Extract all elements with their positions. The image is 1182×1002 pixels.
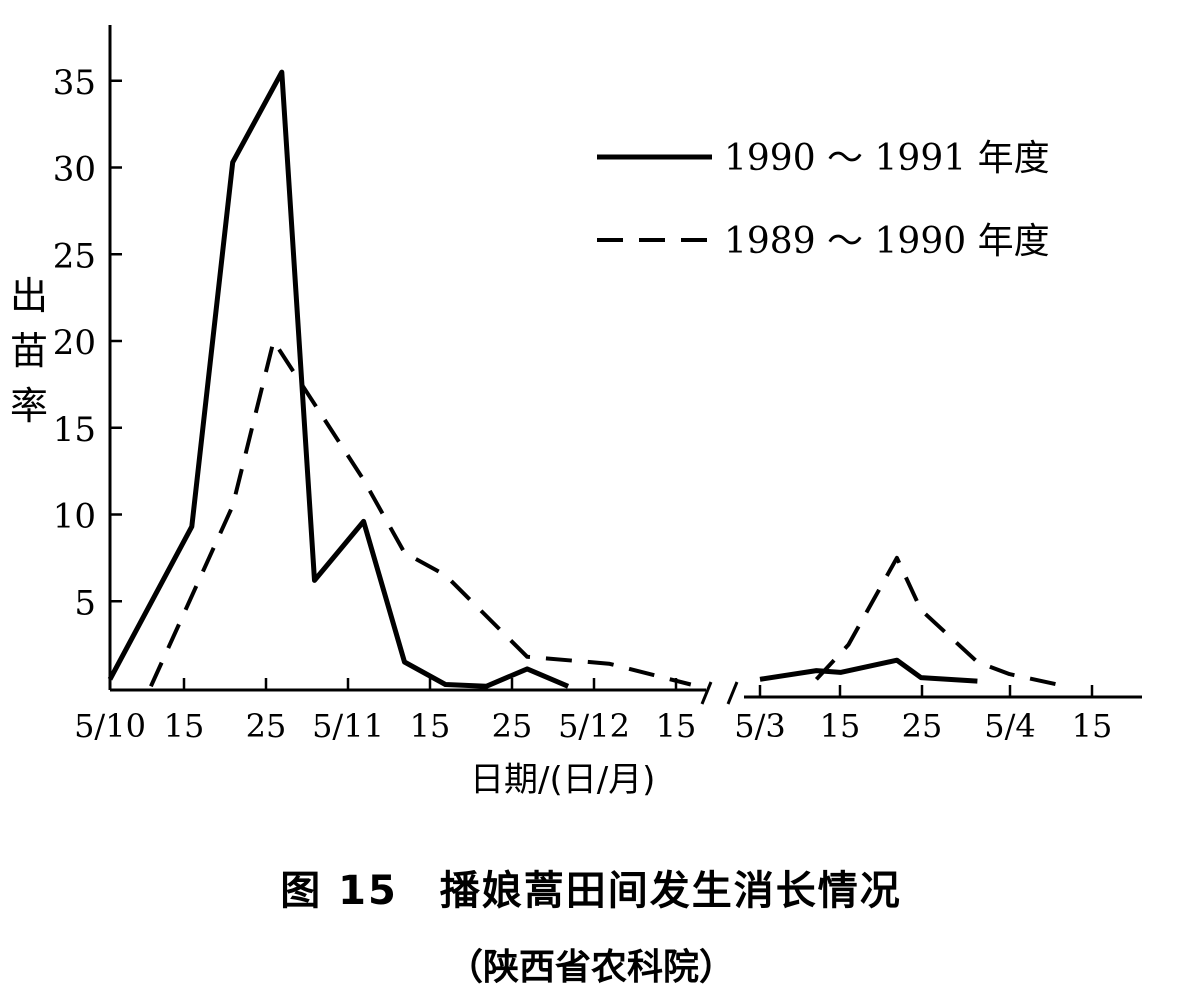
figure-source: （陕西省农科院） bbox=[446, 947, 735, 988]
figure-title: 图 15 播娘蒿田间发生消长情况 bbox=[280, 868, 902, 914]
y-axis-label-char: 率 bbox=[10, 384, 49, 428]
x-tick-label: 25 bbox=[492, 707, 533, 745]
x-tick-label: 15 bbox=[656, 707, 697, 745]
x-tick-label: 15 bbox=[820, 707, 861, 745]
x-tick-label: 5/11 bbox=[312, 707, 384, 745]
x-tick-label: 15 bbox=[1072, 707, 1113, 745]
y-tick-label: 5 bbox=[74, 583, 96, 623]
x-tick-label: 15 bbox=[164, 707, 205, 745]
x-axis-label: 日期/(日/月) bbox=[470, 760, 656, 800]
series-line bbox=[759, 657, 978, 684]
legend-label: 1989 ～ 1990 年度 bbox=[724, 221, 1050, 262]
legend-label: 1990 ～ 1991 年度 bbox=[724, 138, 1050, 179]
y-tick-label: 35 bbox=[53, 63, 96, 103]
axis-break-mark bbox=[700, 681, 713, 705]
y-tick-label: 25 bbox=[53, 236, 96, 276]
series-line bbox=[107, 69, 570, 689]
x-tick-label: 5/12 bbox=[558, 707, 630, 745]
x-tick-label: 5/10 bbox=[74, 707, 146, 745]
y-tick-label: 10 bbox=[53, 497, 96, 537]
axis-break-mark bbox=[726, 681, 739, 705]
x-tick-label: 5/4 bbox=[984, 707, 1036, 745]
x-tick-label: 15 bbox=[410, 707, 451, 745]
y-tick-label: 30 bbox=[53, 150, 96, 190]
x-tick-label: 25 bbox=[902, 707, 943, 745]
y-tick-label: 20 bbox=[53, 323, 96, 363]
y-axis-label-char: 苗 bbox=[10, 329, 49, 373]
series-line bbox=[814, 555, 1067, 689]
x-tick-label: 5/3 bbox=[734, 707, 786, 745]
y-tick-label: 15 bbox=[53, 410, 96, 450]
y-axis-label-char: 出 bbox=[10, 274, 49, 318]
x-tick-label: 25 bbox=[246, 707, 287, 745]
series-line bbox=[149, 339, 692, 688]
